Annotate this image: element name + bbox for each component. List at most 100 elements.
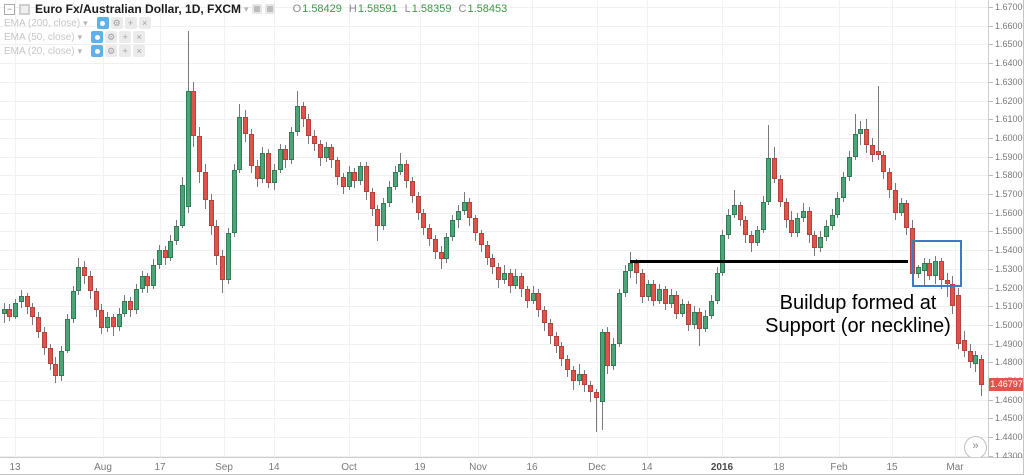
candle-down [967,351,973,363]
candle-up [835,197,841,215]
price-tick-label: 1.56000 [995,207,1023,218]
high-value: 1.58591 [357,3,398,15]
candle-up [64,319,70,352]
close-icon[interactable]: × [138,17,151,29]
candle-down [283,149,289,161]
candle-up [461,201,467,211]
gridline-vertical [15,0,16,457]
candle-down [956,295,961,344]
candle-down [806,210,812,236]
gridline-horizontal [0,306,988,308]
candle-down [432,238,438,252]
candle-down [869,145,875,155]
candle-down [197,136,202,172]
candle-down [82,266,87,277]
price-tick-mark [989,63,993,65]
plus-icon[interactable]: + [124,17,137,29]
candle-up [829,214,835,226]
eye-visibility-icon[interactable] [91,31,104,43]
price-tick-label: 1.64000 [995,58,1023,69]
gridline-vertical [532,0,533,457]
gridline-vertical [597,0,598,457]
gridline-horizontal [0,324,988,326]
annotation-line-1: Buildup formed at [779,292,937,314]
candle-down [340,177,346,187]
price-tick-mark [989,81,993,83]
candle-up [680,304,685,314]
time-tick-label: 19 [414,462,426,473]
candle-down [605,332,611,367]
candle-down [588,384,593,393]
plus-icon[interactable]: + [119,31,132,43]
collapse-panel-icon[interactable]: − [4,3,15,15]
chart-plot-area[interactable]: Buildup formed at Support (or neckline) … [0,0,988,457]
candle-down [415,195,421,213]
candle-up [139,276,145,290]
candle-up [225,233,231,281]
candle-up [156,250,162,266]
candle-up [933,261,938,277]
candle-down [553,336,559,346]
candle-up [289,132,294,161]
candle-down [685,304,691,325]
time-tick-label: Nov [469,462,487,473]
price-tick-mark [989,287,993,289]
legend-quick-icon-1[interactable] [251,4,262,14]
candle-down [352,171,358,181]
candle-up [754,229,760,243]
candle-up [116,313,122,327]
candle-up [231,169,237,234]
gridline-horizontal [0,175,988,177]
gridline-horizontal [0,287,988,289]
gridline-horizontal [0,399,988,401]
candle-down [329,147,335,161]
price-tick-mark [989,231,993,233]
gridline-horizontal [0,455,988,457]
eye-visibility-icon[interactable] [96,17,109,29]
plus-icon[interactable]: + [119,45,132,57]
candle-up [513,276,519,286]
high-label: H [348,3,357,15]
gridline-horizontal [0,44,988,46]
eye-visibility-icon[interactable] [91,45,104,57]
chevron-down-icon[interactable]: ▾ [77,45,83,56]
price-axis-separator [988,0,989,474]
chevron-down-icon[interactable]: ▾ [244,3,249,14]
buildup-highlight-box[interactable] [912,239,962,287]
price-tick-label: 1.49000 [995,338,1023,349]
candle-down [41,332,47,349]
support-line-drawing[interactable] [630,259,908,263]
open-value: 1.58429 [302,3,342,15]
chevron-down-icon[interactable]: ▾ [83,17,88,28]
price-tick-label: 1.46000 [995,394,1023,405]
price-tick-mark [989,343,993,345]
candle-down [950,283,956,307]
chevron-down-icon[interactable]: ▾ [77,31,83,42]
candle-down [651,283,657,301]
gear-settings-icon[interactable]: ⚙ [110,17,123,29]
candle-up [323,147,329,159]
gear-settings-icon[interactable]: ⚙ [105,45,118,57]
gear-settings-icon[interactable]: ⚙ [105,31,118,43]
close-icon[interactable]: × [133,31,146,43]
candle-up [668,295,674,305]
candle-up [841,177,846,198]
gridline-horizontal [0,100,988,102]
candle-down [542,309,547,324]
time-axis[interactable]: 13 Aug 17 Sep 14 Oct 19 Nov 16 Dec 14 2016 18 Feb 15 Ma… [0,458,1023,474]
symbol-title[interactable]: Euro Fx/Australian Dollar, 1D, FXCM [35,2,242,16]
gridline-vertical [224,0,225,457]
price-tick-label: 1.58000 [995,170,1023,181]
scroll-to-realtime-button[interactable]: » [964,436,987,457]
gridline-horizontal [0,362,988,364]
candle-up [576,373,582,382]
time-tick-label: Dec [588,462,606,473]
text-annotation[interactable]: Buildup formed at Support (or neckline) [765,292,951,338]
price-tick-label: 1.45000 [995,413,1023,424]
time-tick-label: Oct [341,462,357,473]
candle-down [789,220,795,234]
price-tick-label: 1.62000 [995,95,1023,106]
close-icon[interactable]: × [133,45,146,57]
legend-quick-icon-2[interactable] [264,4,275,14]
price-tick-label: 1.53000 [995,263,1023,274]
